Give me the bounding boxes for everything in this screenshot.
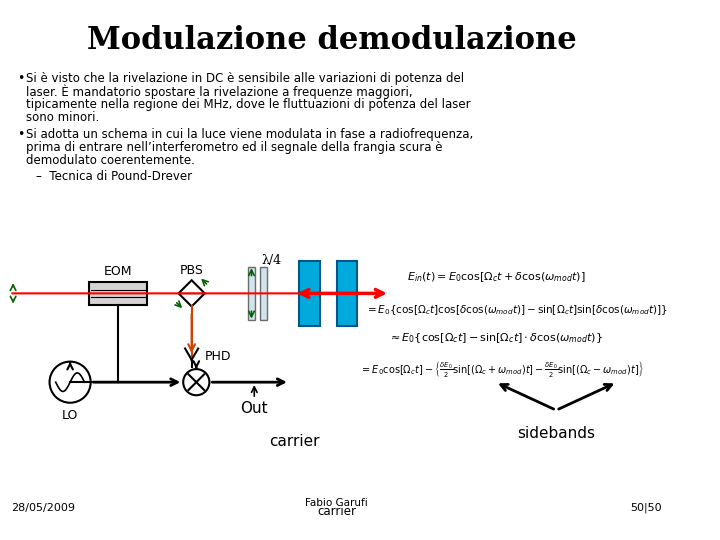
Bar [89,282,147,305]
Text: 28/05/2009: 28/05/2009 [12,503,75,513]
Bar [248,267,255,320]
Text: 50|50: 50|50 [630,503,662,513]
Text: Out: Out [240,401,268,416]
Text: demodulato coerentemente.: demodulato coerentemente. [26,154,195,167]
Text: $E_{in}(t) = E_0\cos[\Omega_c t + \delta\cos(\omega_{mod}t)]$: $E_{in}(t) = E_0\cos[\Omega_c t + \delta… [407,270,585,284]
Text: $\approx E_0\{\cos[\Omega_c t] - \sin[\Omega_c t]\cdot\delta\cos(\omega_{mod}t)\: $\approx E_0\{\cos[\Omega_c t] - \sin[\O… [388,331,603,345]
Text: •: • [17,72,24,85]
Text: LO: LO [62,409,78,422]
Text: –  Tecnica di Pound-Drever: – Tecnica di Pound-Drever [35,170,192,183]
Polygon shape [179,280,204,307]
Text: Fabio Garufi: Fabio Garufi [305,498,368,508]
Text: PBS: PBS [180,264,204,276]
Text: PHD: PHD [204,350,231,363]
Text: carrier: carrier [269,434,320,449]
Text: prima di entrare nell’interferometro ed il segnale della frangia scura è: prima di entrare nell’interferometro ed … [26,141,443,154]
Text: sono minori.: sono minori. [26,111,99,124]
Text: sidebands: sidebands [517,426,595,441]
Text: Modulazione demodulazione: Modulazione demodulazione [87,25,577,56]
Text: Si è visto che la rivelazione in DC è sensibile alle variazioni di potenza del: Si è visto che la rivelazione in DC è se… [26,72,464,85]
Circle shape [50,362,91,403]
Bar [336,261,357,326]
Text: •: • [17,128,24,141]
Text: tipicamente nella regione dei MHz, dove le fluttuazioni di potenza del laser: tipicamente nella regione dei MHz, dove … [26,98,471,111]
Text: $= E_0\{\cos[\Omega_c t]\cos[\delta\cos(\omega_{mod}t)] - \sin[\Omega_c t]\sin[\: $= E_0\{\cos[\Omega_c t]\cos[\delta\cos(… [364,303,667,316]
Bar [260,267,267,320]
Text: $= E_0\cos[\Omega_c t] - \left\{\frac{\delta E_0}{2}\sin[(\Omega_c+\omega_{mod}): $= E_0\cos[\Omega_c t] - \left\{\frac{\d… [360,359,644,379]
Text: EOM: EOM [104,266,132,279]
Bar [299,261,320,326]
Text: carrier: carrier [317,505,356,518]
Circle shape [183,369,210,395]
Text: Si adotta un schema in cui la luce viene modulata in fase a radiofrequenza,: Si adotta un schema in cui la luce viene… [26,128,474,141]
Text: λ/4: λ/4 [261,254,281,267]
Text: laser. È mandatorio spostare la rivelazione a frequenze maggiori,: laser. È mandatorio spostare la rivelazi… [26,85,413,99]
